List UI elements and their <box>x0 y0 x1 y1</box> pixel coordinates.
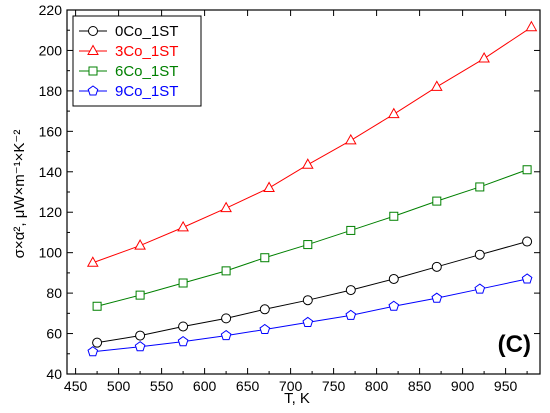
data-point <box>522 165 532 175</box>
y-tick-label: 60 <box>46 326 62 342</box>
data-point <box>431 261 442 272</box>
data-point <box>346 225 356 235</box>
legend-label: 0Co_1ST <box>115 23 178 40</box>
data-point <box>263 181 275 192</box>
y-tick-label: 40 <box>46 366 62 382</box>
x-tick-label: 950 <box>494 378 518 394</box>
y-tick-label: 180 <box>39 83 63 99</box>
x-tick-label: 850 <box>408 378 432 394</box>
data-point <box>134 239 146 250</box>
series-0Co_1ST <box>92 236 533 348</box>
series-line <box>96 169 528 307</box>
legend-item: 0Co_1ST <box>79 23 178 40</box>
legend-item: 6Co_1ST <box>79 63 178 80</box>
legend-marker <box>88 66 98 76</box>
data-point <box>474 283 486 294</box>
data-point <box>177 336 189 347</box>
data-point <box>522 236 533 247</box>
data-point <box>345 285 356 296</box>
data-point <box>388 273 399 284</box>
data-point <box>388 300 400 311</box>
data-point <box>259 323 271 335</box>
panel-label: (C) <box>498 331 531 358</box>
data-point <box>86 256 99 267</box>
legend-item: 9Co_1ST <box>79 83 178 100</box>
data-point <box>389 211 399 221</box>
data-point <box>221 266 231 276</box>
series-6Co_1ST <box>92 165 532 311</box>
data-point <box>302 295 313 306</box>
data-point <box>260 253 270 263</box>
y-tick-label: 80 <box>46 285 62 301</box>
data-point <box>478 52 490 63</box>
series-layer <box>86 20 538 357</box>
data-point <box>178 321 189 332</box>
series-line <box>97 241 528 344</box>
data-point <box>177 220 189 232</box>
legend-label: 9Co_1ST <box>115 83 178 100</box>
x-tick-label: 600 <box>193 378 217 394</box>
y-tick-label: 160 <box>39 123 63 139</box>
data-point <box>303 240 313 250</box>
y-tick-label: 120 <box>39 204 63 220</box>
x-tick-label: 700 <box>279 378 303 394</box>
y-tick-label: 220 <box>39 2 63 18</box>
data-point <box>87 346 99 357</box>
x-tick-label: 500 <box>107 378 131 394</box>
x-axis-title: T, K <box>284 390 310 407</box>
data-point <box>135 290 145 300</box>
x-tick-label: 450 <box>64 378 88 394</box>
y-axis: 40 60 80 100 120 140 160 180 200 220 <box>39 2 540 382</box>
data-point <box>259 304 270 315</box>
x-tick-label: 650 <box>236 378 260 394</box>
data-point <box>525 20 538 32</box>
data-point <box>431 292 443 303</box>
x-tick-label: 550 <box>150 378 174 394</box>
y-tick-label: 100 <box>39 245 63 261</box>
data-point <box>432 196 442 206</box>
data-point <box>521 273 533 284</box>
data-point <box>220 201 232 213</box>
legend: 0Co_1ST 3Co_1ST 6Co_1ST 9Co_1ST <box>72 15 202 107</box>
data-point <box>221 313 232 324</box>
series-9Co_1ST <box>87 273 533 357</box>
data-point <box>92 337 103 348</box>
x-axis: 450 500 550 600 650 700 750 800 850 900 950 <box>64 10 528 394</box>
data-point <box>302 316 314 327</box>
y-axis-title: σ×α², μW×m⁻¹×K⁻² <box>11 130 28 259</box>
data-point <box>475 182 485 192</box>
data-point <box>430 80 443 91</box>
data-point <box>178 278 188 288</box>
x-tick-label: 900 <box>451 378 475 394</box>
legend-label: 6Co_1ST <box>115 63 178 80</box>
data-point <box>92 301 102 311</box>
legend-marker <box>87 44 99 55</box>
y-tick-label: 200 <box>39 42 63 58</box>
x-tick-label: 750 <box>322 378 346 394</box>
series-3Co_1ST <box>86 20 538 267</box>
data-point <box>387 107 400 119</box>
data-point <box>134 341 146 352</box>
legend-label: 3Co_1ST <box>115 43 178 60</box>
legend-marker <box>87 85 99 96</box>
data-point <box>301 158 314 169</box>
legend-item: 3Co_1ST <box>79 43 178 60</box>
y-tick-label: 140 <box>39 164 63 180</box>
legend-marker <box>88 26 98 36</box>
data-point <box>135 330 146 341</box>
data-point <box>344 133 357 145</box>
data-point <box>345 309 357 320</box>
x-tick-label: 800 <box>365 378 389 394</box>
data-point <box>474 249 485 260</box>
data-point <box>220 329 232 341</box>
